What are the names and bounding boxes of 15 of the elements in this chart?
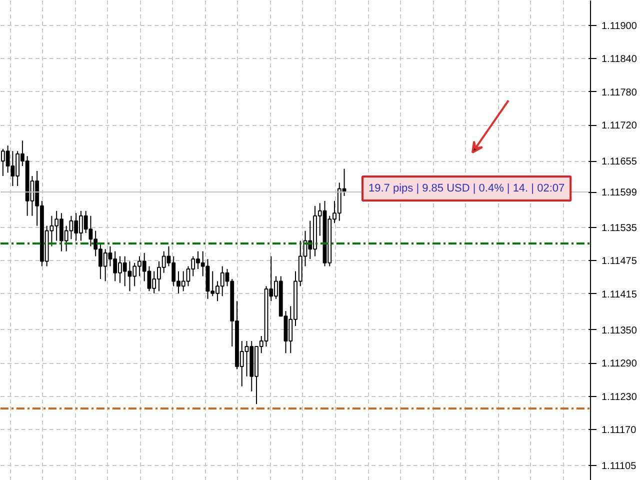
y-tick-label: 1.11230	[602, 392, 638, 403]
y-tick-label: 1.11415	[602, 289, 638, 300]
y-tick-label: 1.11350	[602, 325, 638, 336]
ref-line-label: 1.11599	[602, 188, 638, 199]
y-tick-label: 1.11840	[602, 54, 638, 66]
y-tick-label: 1.11720	[602, 120, 638, 132]
y-tick-label: 1.11900	[602, 20, 638, 32]
annotation: 19.7 pips | 9.85 USD | 0.4% | 14. | 02:07	[368, 182, 565, 194]
y-tick-label: 1.11535	[602, 222, 638, 234]
y-tick-label: 1.11475	[602, 256, 638, 268]
y-tick-label: 1.11655	[602, 156, 638, 168]
y-tick-label: 1.11780	[602, 87, 638, 98]
y-tick-label: 1.11105	[602, 461, 637, 472]
y-tick-label: 1.11290	[602, 358, 638, 370]
y-tick-label: 1.11170	[602, 425, 637, 436]
